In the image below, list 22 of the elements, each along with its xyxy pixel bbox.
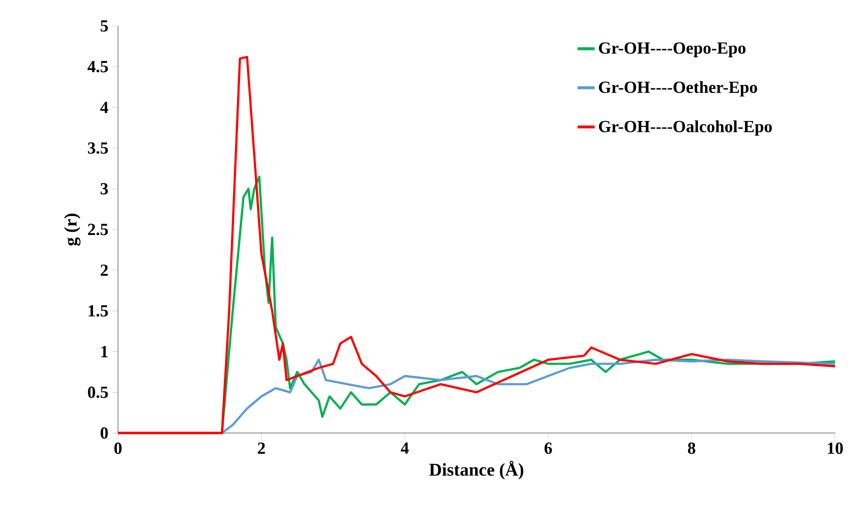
y-tick-label: 0.5 xyxy=(88,386,108,398)
y-tick-label: 1 xyxy=(101,346,108,358)
x-tick-label: 4 xyxy=(400,442,409,454)
y-tick-label: 4 xyxy=(100,102,108,113)
y-tick-label: 2.5 xyxy=(88,224,108,236)
x-tick-label: 10 xyxy=(828,442,843,454)
y-tick-label: 0 xyxy=(100,427,108,439)
legend-label: Gr-OH----Oepo-Epo xyxy=(598,42,746,58)
y-tick-label: 2 xyxy=(100,264,108,276)
x-tick-label: 2 xyxy=(258,442,265,454)
y-tick-label: 3.5 xyxy=(88,142,108,154)
x-tick-label: 0 xyxy=(114,442,122,454)
x-tick-label: 8 xyxy=(688,442,696,454)
x-axis-title: Distance (Å) xyxy=(429,460,524,480)
legend-label: Gr-OH----Oalcohol-Epo xyxy=(598,120,772,136)
y-tick-label: 4.5 xyxy=(88,61,108,72)
legend-label: Gr-OH----Oether-Epo xyxy=(598,81,758,96)
y-axis-title: g (r) xyxy=(64,214,80,246)
x-tick-label: 6 xyxy=(544,442,552,454)
y-tick-label: 1.5 xyxy=(88,305,108,317)
y-tick-label: 5 xyxy=(100,20,108,32)
y-tick-label: 3 xyxy=(100,183,108,194)
